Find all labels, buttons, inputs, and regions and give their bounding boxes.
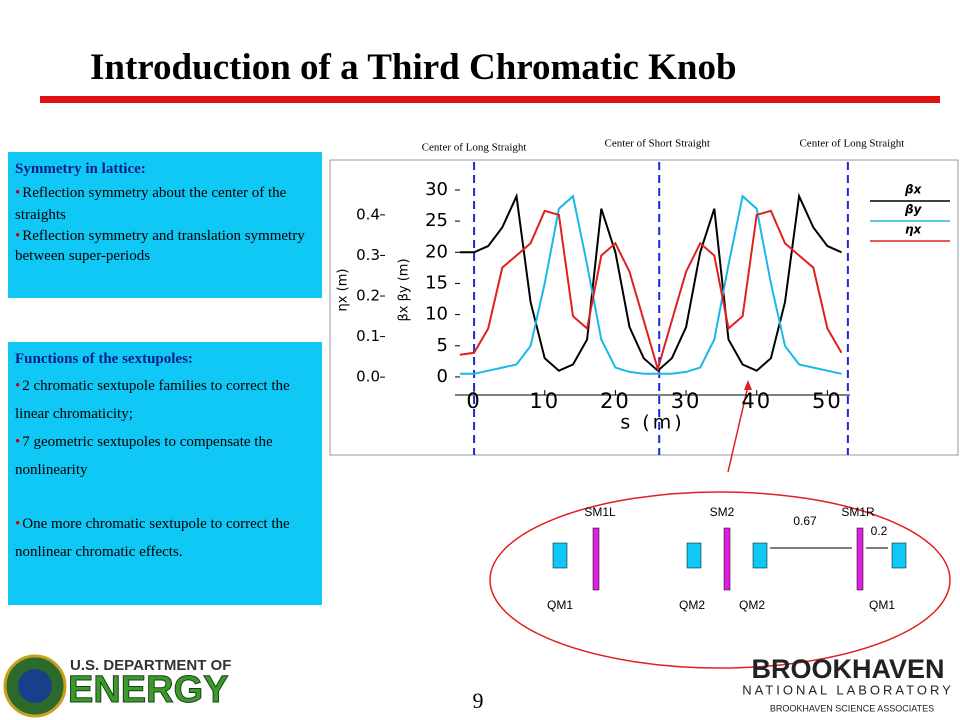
y2-tick-label: 0.3 — [356, 246, 380, 264]
marker-label: Center of Long Straight — [422, 142, 527, 154]
sextupole — [856, 527, 864, 591]
legend-label: βy — [904, 203, 923, 217]
y2-tick-label: 0.2 — [356, 287, 380, 305]
zoom-ellipse — [489, 491, 951, 669]
y2-tick-label: 0.1 — [356, 327, 380, 345]
distance-label: 0.2 — [871, 524, 888, 538]
legend-label: βx — [904, 183, 923, 197]
sextupole — [592, 527, 600, 591]
sextupole — [723, 527, 731, 591]
quadrupole — [552, 542, 568, 569]
x-axis-label: s (m) — [620, 412, 684, 434]
symmetry-box: Symmetry in lattice: Reflection symmetry… — [8, 152, 322, 298]
bullet: One more chromatic sextupole to correct … — [15, 510, 315, 566]
y-axis-label: βx βy (m) — [397, 258, 412, 321]
y-tick-label: 10 — [425, 304, 448, 325]
box-heading: Symmetry in lattice: — [15, 161, 146, 177]
marker-label: Center of Short Straight — [605, 138, 710, 150]
y2-tick-label: 0.4 — [356, 205, 380, 223]
x-tick-label: 20 — [600, 389, 631, 413]
quadrupole — [752, 542, 768, 569]
doe-text: ENERGY — [68, 669, 228, 711]
y2-axis-label: ηx (m) — [336, 269, 351, 312]
x-tick-label: 50 — [812, 389, 843, 413]
pointer-head — [744, 380, 752, 390]
pointer-line — [727, 385, 749, 473]
magnet-label: QM1 — [547, 598, 573, 612]
quadrupole — [686, 542, 702, 569]
y-tick-label: 25 — [425, 210, 448, 231]
bullet: Reflection symmetry and translation symm… — [15, 226, 315, 266]
y-tick-label: 0 — [437, 366, 448, 387]
bnl-text: BROOKHAVEN SCIENCE ASSOCIATES — [770, 703, 934, 713]
quadrupole — [891, 542, 907, 569]
box-heading: Functions of the sextupoles: — [15, 351, 193, 367]
bnl-text: NATIONAL LABORATORY — [742, 682, 954, 697]
bullet: 2 chromatic sextupole families to correc… — [15, 372, 315, 428]
series-line — [459, 209, 843, 373]
bnl-text: BROOKHAVEN — [751, 654, 944, 684]
y2-tick-label: 0.0 — [356, 368, 380, 386]
y-tick-label: 20 — [425, 241, 448, 262]
y-tick-label: 15 — [425, 272, 448, 293]
x-tick-label: 40 — [741, 389, 772, 413]
magnet-label: SM1L — [584, 505, 616, 519]
y-tick-label: 5 — [437, 335, 448, 356]
x-tick-label: 30 — [671, 389, 702, 413]
y-tick-label: 30 — [425, 179, 448, 200]
magnet-label: SM1R — [841, 505, 875, 519]
plot-frame — [329, 159, 959, 456]
title: Introduction of a Third Chromatic Knob — [90, 47, 737, 88]
magnet-label: QM2 — [679, 598, 705, 612]
magnet-label: SM2 — [710, 505, 735, 519]
series-line — [459, 194, 842, 375]
distance-label: 0.67 — [793, 514, 817, 528]
magnet-label: QM2 — [739, 598, 765, 612]
functions-box: Functions of the sextupoles: 2 chromatic… — [8, 342, 322, 605]
title-rule — [40, 96, 940, 103]
page-number: 9 — [473, 688, 484, 713]
doe-seal-inner — [18, 669, 52, 703]
bullet: 7 geometric sextupoles to compensate the… — [15, 428, 315, 484]
bullet: Reflection symmetry about the center of … — [15, 182, 315, 226]
x-tick-label: 10 — [529, 389, 560, 413]
doe-text: U.S. DEPARTMENT OF — [70, 657, 231, 674]
legend-label: ηx — [905, 223, 923, 237]
marker-label: Center of Long Straight — [799, 138, 904, 150]
magnet-label: QM1 — [869, 598, 895, 612]
